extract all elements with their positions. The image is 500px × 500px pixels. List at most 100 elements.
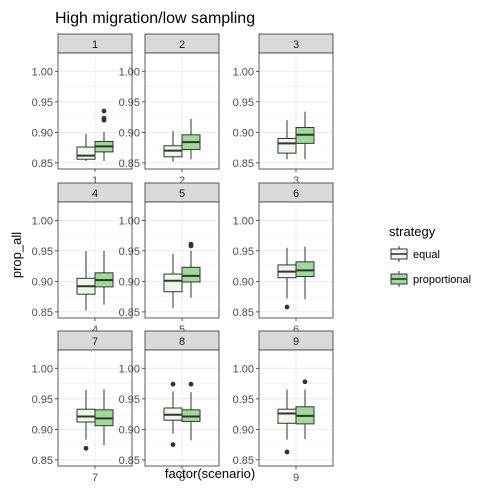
y-tick-label: 0.90: [119, 276, 140, 288]
facet-panel-7: 7 0.85 0.90 0.95 1.00 7: [32, 330, 133, 484]
y-tick-label: 1.00: [32, 66, 53, 78]
facet-strip-label: 3: [293, 39, 299, 51]
legend-label: equal: [413, 249, 440, 261]
facet-panel-6: 6 0.85 0.90 0.95 1.00 6: [233, 182, 334, 336]
x-tick-label: 6: [293, 324, 299, 336]
legend-title: strategy: [389, 224, 436, 239]
chart-title: High migration/low sampling: [55, 10, 255, 27]
facet-panel-5: 5 0.85 0.90 0.95 1.00 5: [119, 182, 220, 336]
box-iqr: [277, 137, 297, 154]
facet-panel-8: 8 0.85 0.90 0.95 1.00 8: [119, 330, 220, 484]
y-tick-label: 0.90: [119, 424, 140, 436]
facet-strip-label: 9: [293, 336, 299, 348]
y-tick-label: 1.00: [119, 215, 140, 227]
box-proportional: [94, 108, 114, 162]
facet-panel-2: 2 0.85 0.90 0.95 1.00 2: [119, 33, 220, 187]
outlier-point: [188, 241, 194, 247]
y-tick-label: 1.00: [119, 363, 140, 375]
box-proportional: [295, 379, 315, 440]
legend: strategy equal proportional: [389, 224, 471, 287]
facet-panel-9: 9 0.85 0.90 0.95 1.00 9: [233, 330, 334, 484]
box-proportional: [181, 381, 201, 441]
y-tick-label: 0.85: [233, 307, 254, 319]
outlier-point: [170, 442, 176, 448]
y-tick-label: 0.85: [32, 455, 53, 467]
outlier-point: [170, 381, 176, 387]
box-proportional: [295, 111, 315, 160]
y-tick-label: 0.95: [119, 97, 140, 109]
facet-strip-label: 5: [179, 188, 185, 200]
x-tick-label: 4: [92, 324, 98, 336]
y-tick-label: 0.95: [32, 97, 53, 109]
box-proportional: [181, 118, 201, 160]
y-tick-label: 0.90: [32, 276, 53, 288]
box-equal: [277, 120, 297, 160]
box-proportional: [94, 389, 114, 446]
facet-panels: 1 0.85 0.90 0.95 1.00 1 2 0.85 0.90 0.95 1.00 2 3 0.8…: [32, 33, 334, 484]
box-iqr: [277, 408, 297, 424]
y-tick-label: 1.00: [32, 215, 53, 227]
y-tick-label: 0.85: [119, 307, 140, 319]
box-proportional: [181, 241, 201, 298]
y-tick-label: 0.90: [233, 424, 254, 436]
y-tick-label: 0.85: [233, 455, 254, 467]
box-proportional: [295, 246, 315, 300]
y-tick-label: 0.85: [233, 158, 254, 170]
box-iqr: [76, 146, 96, 160]
box-iqr: [295, 261, 315, 277]
box-equal: [163, 381, 183, 448]
y-tick-label: 1.00: [119, 66, 140, 78]
x-tick-label: 5: [179, 324, 185, 336]
outlier-point: [83, 445, 89, 451]
facet-strip-label: 7: [92, 336, 98, 348]
box-equal: [76, 133, 96, 162]
y-tick-label: 0.85: [119, 158, 140, 170]
facet-strip-label: 1: [92, 39, 98, 51]
y-tick-label: 0.90: [32, 424, 53, 436]
box-equal: [163, 131, 183, 162]
x-tick-label: 8: [179, 472, 185, 484]
y-tick-label: 0.85: [119, 455, 140, 467]
y-tick-label: 1.00: [233, 363, 254, 375]
box-iqr: [163, 273, 183, 293]
facet-strip-label: 2: [179, 39, 185, 51]
box-proportional: [94, 250, 114, 305]
y-tick-label: 0.95: [233, 97, 254, 109]
facet-panel-3: 3 0.85 0.90 0.95 1.00 3: [233, 33, 334, 187]
outlier-point: [284, 449, 290, 455]
x-tick-label: 9: [293, 472, 299, 484]
y-tick-label: 0.90: [233, 276, 254, 288]
outlier-point: [284, 304, 290, 310]
facet-panel-1: 1 0.85 0.90 0.95 1.00 1: [32, 33, 133, 187]
y-tick-label: 1.00: [233, 66, 254, 78]
x-axis-title: factor(scenario): [165, 466, 255, 481]
x-tick-label: 7: [92, 472, 98, 484]
y-tick-label: 0.85: [32, 307, 53, 319]
facet-strip-label: 8: [179, 336, 185, 348]
legend-entry-equal: equal: [390, 246, 440, 262]
outlier-point: [101, 115, 107, 121]
box-equal: [277, 247, 297, 310]
x-tick-label: 3: [293, 175, 299, 187]
facet-panel-4: 4 0.85 0.90 0.95 1.00 4: [32, 182, 133, 336]
legend-entry-proportional: proportional: [390, 271, 471, 287]
box-equal: [163, 253, 183, 309]
y-tick-label: 1.00: [32, 363, 53, 375]
x-tick-label: 2: [179, 175, 185, 187]
outlier-point: [101, 108, 107, 114]
y-tick-label: 0.90: [32, 127, 53, 139]
y-tick-label: 0.95: [32, 246, 53, 258]
y-tick-label: 0.90: [119, 127, 140, 139]
outlier-point: [188, 381, 194, 387]
y-tick-label: 1.00: [233, 215, 254, 227]
y-tick-label: 0.95: [119, 394, 140, 406]
box-iqr: [181, 266, 201, 283]
y-tick-label: 0.95: [233, 394, 254, 406]
facet-strip-label: 6: [293, 188, 299, 200]
facet-strip-label: 4: [92, 188, 98, 200]
y-tick-label: 0.85: [32, 158, 53, 170]
x-tick-label: 1: [92, 175, 98, 187]
y-tick-label: 0.95: [233, 246, 254, 258]
outlier-point: [302, 379, 308, 385]
